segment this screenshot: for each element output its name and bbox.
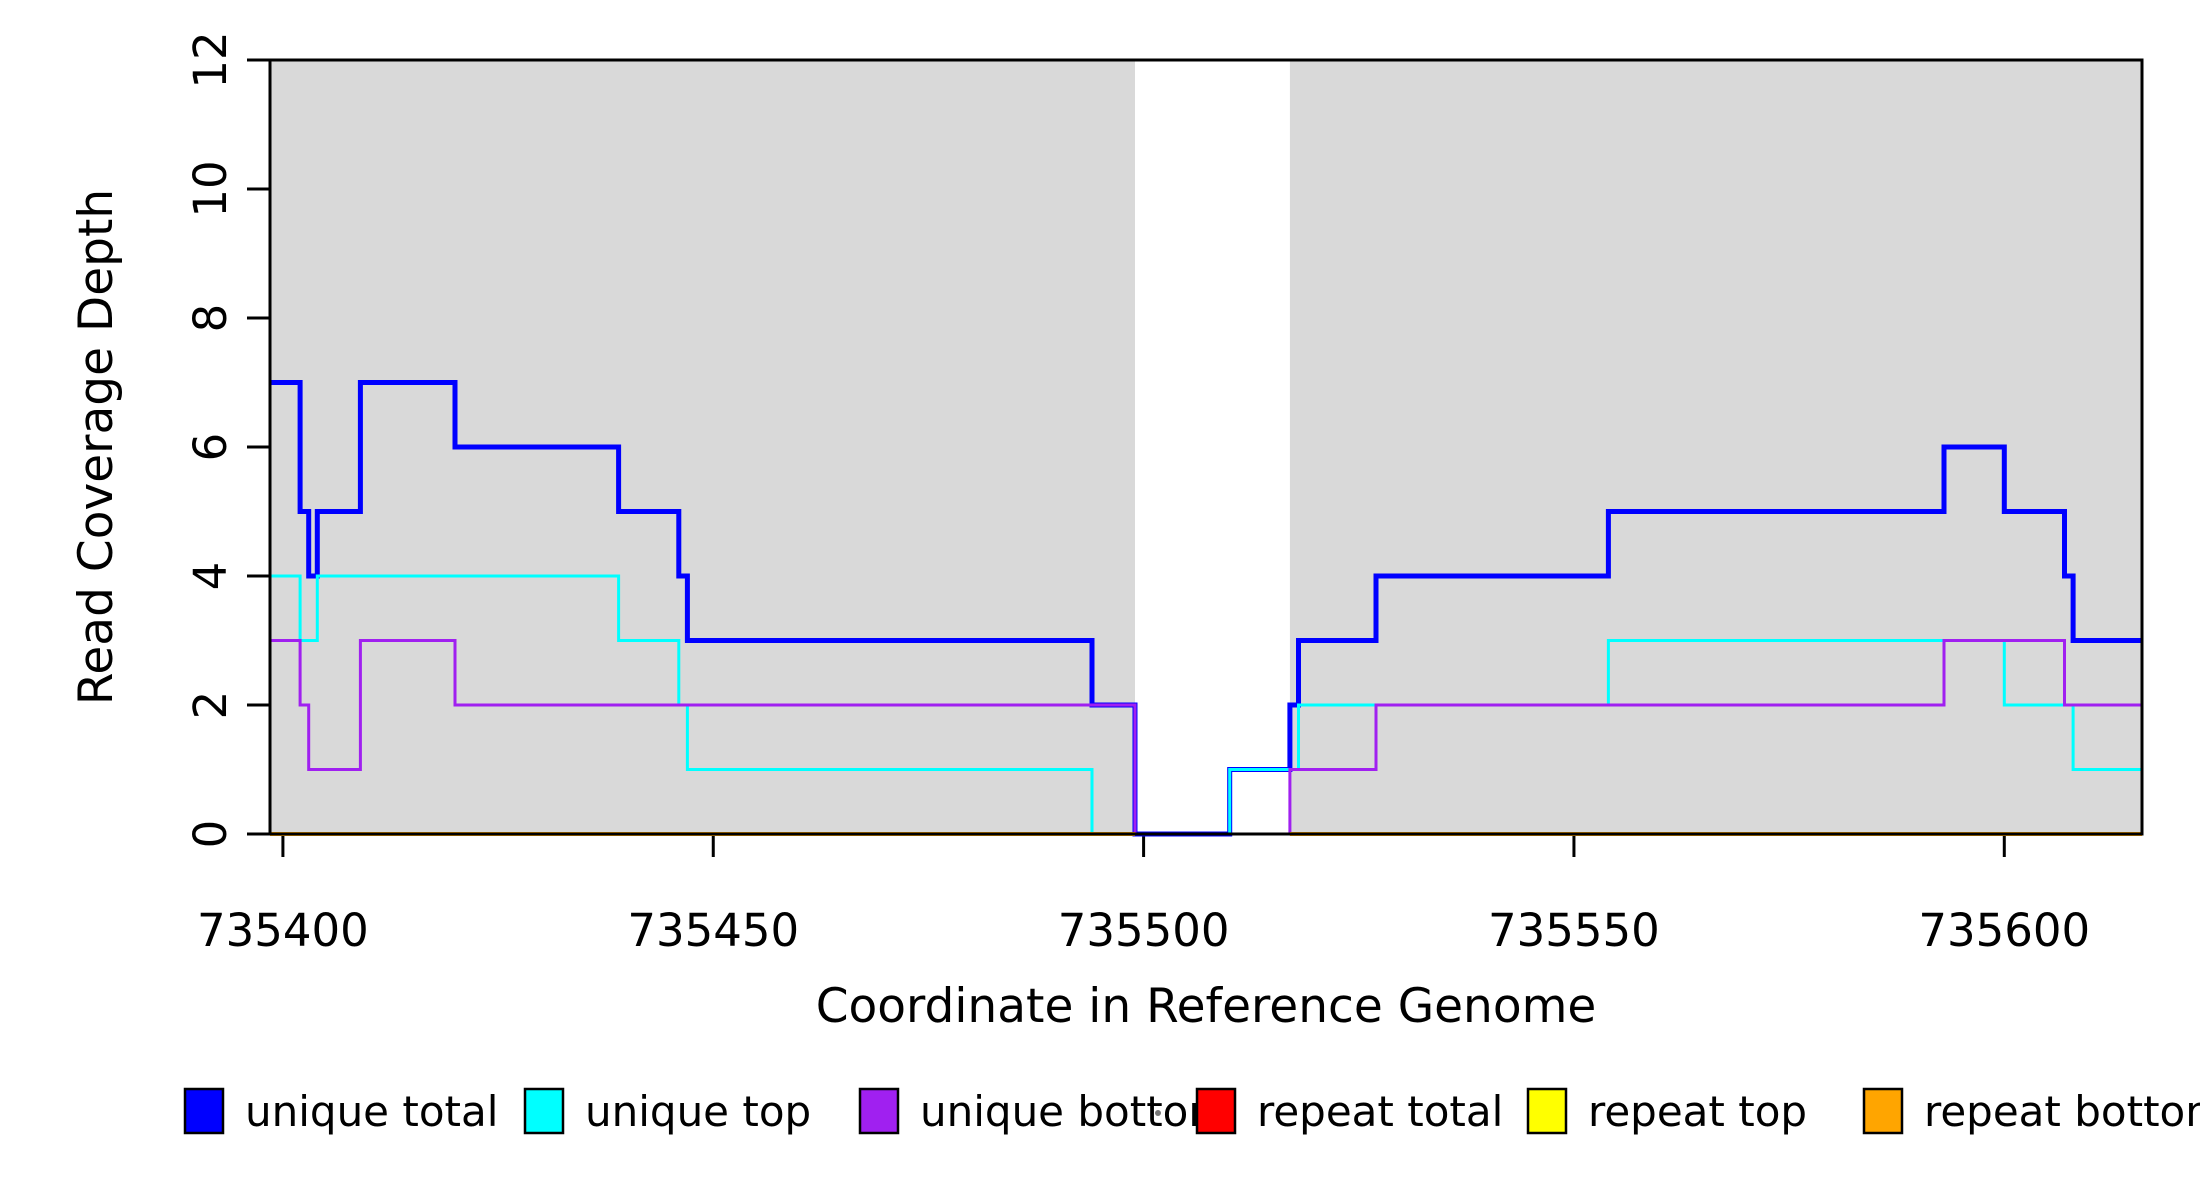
series-line-unique-bottom (270, 639, 2142, 836)
x-tick-label: 735400 (197, 904, 369, 957)
stray-mark (1155, 1110, 1161, 1116)
y-tick-label: 0 (184, 820, 237, 849)
plot-border (268, 58, 2144, 836)
y-tick-label: 6 (184, 433, 237, 462)
x-tick-label: 735450 (627, 904, 799, 957)
legend-swatch-unique-top (523, 1087, 565, 1135)
shaded-region-1 (1289, 60, 2142, 834)
legend-label-unique-total: unique total (245, 1087, 498, 1136)
legend-swatch-repeat-bottom (1862, 1087, 1904, 1135)
x-tick-label: 735500 (1058, 904, 1230, 957)
legend-swatch-unique-total (183, 1087, 225, 1135)
legend-label-unique-bottom: unique bottom (920, 1087, 1229, 1136)
y-tick-label: 8 (184, 304, 237, 333)
x-tick-label: 735600 (1918, 904, 2090, 957)
legend-label-repeat-bottom: repeat bottom (1924, 1087, 2200, 1136)
legend-swatch-repeat-total (1195, 1087, 1237, 1135)
x-axis-title: Coordinate in Reference Genome (816, 979, 1597, 1034)
y-tick-label: 12 (184, 31, 237, 88)
shaded-region-0 (270, 60, 1135, 834)
y-tick-label: 4 (184, 562, 237, 591)
series-line-unique-top (270, 574, 2142, 836)
y-tick-label: 2 (184, 691, 237, 720)
y-axis-title: Read Coverage Depth (69, 189, 124, 705)
x-tick-label: 735550 (1488, 904, 1660, 957)
legend-swatch-unique-bottom (858, 1087, 900, 1135)
legend-label-unique-top: unique top (585, 1087, 811, 1136)
legend-swatch-repeat-top (1526, 1087, 1568, 1135)
legend-label-repeat-top: repeat top (1588, 1087, 1807, 1136)
legend-label-repeat-total: repeat total (1257, 1087, 1503, 1136)
y-tick-label: 10 (184, 160, 237, 217)
